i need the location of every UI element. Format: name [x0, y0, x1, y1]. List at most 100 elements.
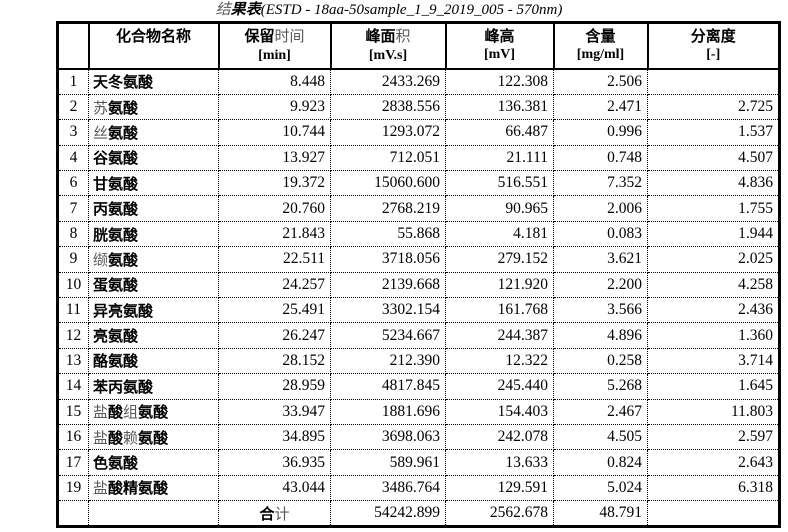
column-unit: [min] [258, 48, 291, 63]
cell-name: 谷氨酸 [88, 144, 219, 172]
cell-no: 13 [57, 347, 89, 375]
cell-content: 4.505 [553, 423, 648, 451]
cell-rt: 21.843 [218, 220, 331, 248]
cell-height: 12.322 [445, 347, 554, 375]
cell-no: 11 [57, 297, 89, 324]
cell-resolution: 1.755 [647, 195, 780, 222]
cell-no: 15 [57, 398, 89, 425]
cell-no: 9 [57, 246, 89, 273]
cell-name: 苏氨酸 [88, 93, 219, 121]
column-header-area: 峰面积 [mV.s] [329, 21, 447, 70]
cell-height: 4.181 [445, 220, 554, 248]
cell-resolution [647, 68, 780, 95]
cell-name: 色氨酸 [88, 449, 219, 476]
cell-height: 21.111 [445, 144, 554, 172]
column-unit: [mV] [483, 47, 516, 62]
cell-content: 3.566 [553, 297, 648, 324]
cell-height: 245.440 [445, 373, 554, 400]
column-label: 化合物名称 [115, 28, 192, 45]
column-label: 分离度 [690, 28, 736, 45]
cell-rt: 9.923 [218, 93, 331, 121]
cell-height: 66.487 [445, 119, 554, 146]
cell-rt: 43.044 [218, 474, 331, 502]
cell-resolution: 2.436 [647, 297, 780, 324]
table-row: 16 盐酸赖氨酸 34.895 3698.063 242.078 4.505 2.597 [57, 423, 780, 451]
table-row: 17 色氨酸 36.935 589.961 13.633 0.824 2.643 [57, 449, 780, 476]
cell-name: 盐酸组氨酸 [88, 398, 219, 425]
cell-name: 缬氨酸 [88, 246, 219, 273]
cell-content: 5.024 [553, 474, 648, 502]
cell-name: 苯丙氨酸 [88, 373, 219, 400]
report-title: 结果表(ESTD - 18aa-50sample_1_9_2019_005 - … [215, 2, 563, 18]
cell-rt: 33.947 [218, 398, 331, 425]
cell-content: 5.268 [553, 373, 648, 400]
cell-content: 2.506 [553, 68, 648, 95]
cell-resolution: 1.537 [647, 119, 780, 146]
table-row: 4 谷氨酸 13.927 712.051 21.111 0.748 4.507 [57, 144, 780, 172]
cell-name: 天冬氨酸 [88, 68, 219, 95]
cell-area: 212.390 [330, 347, 446, 375]
cell-rt: 8.448 [218, 68, 331, 95]
cell-resolution: 6.318 [647, 474, 780, 502]
cell-no: 12 [57, 322, 89, 349]
total-row: 合计 54242.899 2562.678 48.791 [57, 500, 780, 528]
cell-area: 3718.056 [330, 246, 446, 273]
cell-area: 55.868 [330, 220, 446, 248]
table-row: 1 天冬氨酸 8.448 2433.269 122.308 2.506 [57, 68, 780, 95]
cell-name: 胱氨酸 [88, 220, 219, 248]
cell-content: 0.258 [553, 347, 648, 375]
cell-area: 2139.668 [330, 271, 446, 299]
cell-content: 2.467 [553, 398, 648, 425]
cell-no: 7 [57, 195, 89, 222]
cell-area: 3486.764 [330, 474, 446, 502]
cell-name: 丙氨酸 [88, 195, 219, 222]
total-label: 合计 [218, 500, 331, 528]
cell-name: 丝氨酸 [88, 119, 219, 146]
column-header-height: 峰高 [mV] [444, 21, 555, 70]
total-cell-no [57, 500, 89, 528]
table-row: 2 苏氨酸 9.923 2838.556 136.381 2.471 2.725 [57, 93, 780, 121]
table-row: 11 异亮氨酸 25.491 3302.154 161.768 3.566 2.436 [57, 297, 780, 324]
table-row: 15 盐酸组氨酸 33.947 1881.696 154.403 2.467 11.803 [57, 398, 780, 425]
column-unit: [-] [706, 47, 721, 62]
total-cell-height: 2562.678 [445, 500, 554, 528]
cell-content: 0.083 [553, 220, 648, 248]
cell-no: 1 [57, 68, 89, 95]
column-label: 峰高 [484, 28, 515, 45]
cell-resolution: 2.643 [647, 449, 780, 476]
cell-no: 19 [57, 474, 89, 502]
column-label: 保留时间 [244, 28, 305, 45]
header-row: 化合物名称 保留时间 [min] 峰面积 [mV.s] 峰高 [mV] 含量 [mg/ml] 分离… [56, 21, 781, 70]
cell-no: 3 [57, 119, 89, 146]
column-header-no [56, 21, 90, 70]
cell-height: 279.152 [445, 246, 554, 273]
cell-name: 盐酸精氨酸 [88, 474, 219, 502]
cell-content: 2.006 [553, 195, 648, 222]
cell-content: 2.471 [553, 93, 648, 121]
cell-area: 4817.845 [330, 373, 446, 400]
column-label: 含量 [585, 28, 616, 45]
total-cell-content: 48.791 [553, 500, 648, 528]
cell-height: 244.387 [445, 322, 554, 349]
cell-area: 589.961 [330, 449, 446, 476]
cell-area: 712.051 [330, 144, 446, 172]
cell-no: 10 [57, 271, 89, 299]
cell-content: 7.352 [553, 170, 648, 197]
cell-rt: 25.491 [218, 297, 331, 324]
total-cell-name [88, 500, 219, 528]
table-row: 9 缬氨酸 22.511 3718.056 279.152 3.621 2.025 [57, 246, 780, 273]
table-row: 3 丝氨酸 10.744 1293.072 66.487 0.996 1.537 [57, 119, 780, 146]
cell-no: 16 [57, 423, 89, 451]
table-row: 6 甘氨酸 19.372 15060.600 516.551 7.352 4.836 [57, 170, 780, 197]
cell-height: 161.768 [445, 297, 554, 324]
cell-area: 3302.154 [330, 297, 446, 324]
cell-area: 2838.556 [330, 93, 446, 121]
column-unit: [mV.s] [368, 48, 408, 63]
cell-height: 136.381 [445, 93, 554, 121]
cell-resolution: 1.944 [647, 220, 780, 248]
cell-resolution: 1.360 [647, 322, 780, 349]
cell-no: 14 [57, 373, 89, 400]
table-row: 12 亮氨酸 26.247 5234.667 244.387 4.896 1.360 [57, 322, 780, 349]
cell-rt: 10.744 [218, 119, 331, 146]
cell-name: 酪氨酸 [88, 347, 219, 375]
